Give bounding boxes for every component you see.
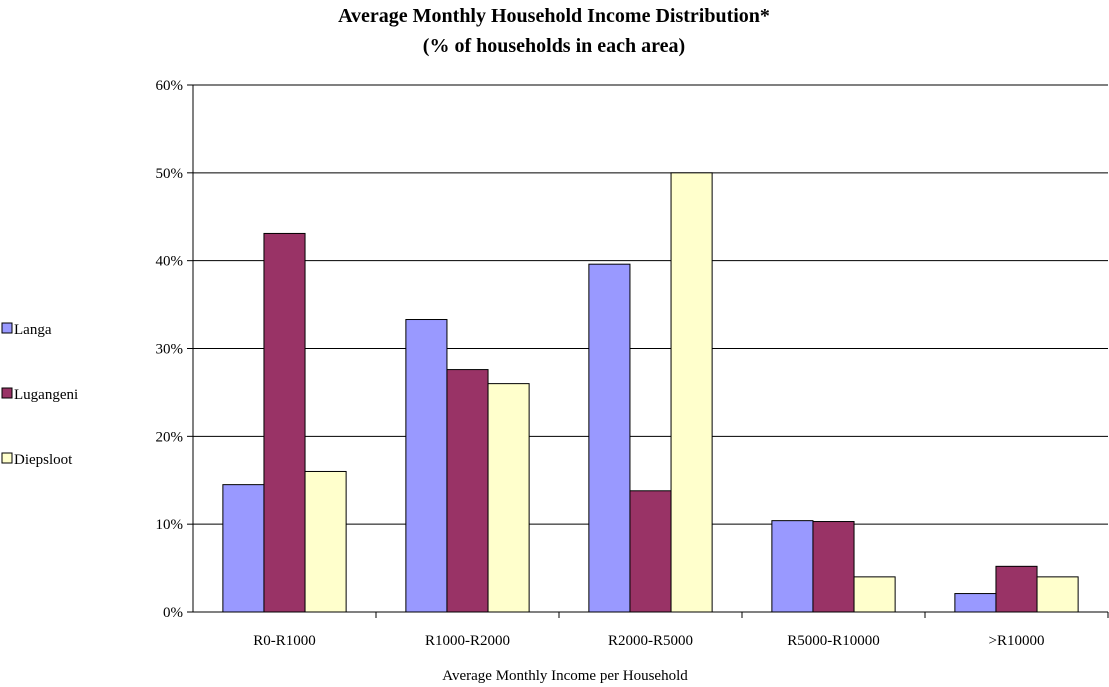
- legend-label-diepsloot: Diepsloot: [14, 452, 73, 468]
- chart-title: Average Monthly Household Income Distrib…: [338, 5, 770, 27]
- bar-lugangeni-1: [446, 369, 489, 613]
- legend: Langa Lugangeni Diepsloot: [1, 322, 78, 468]
- x-tick-label: R1000-R2000: [425, 633, 510, 649]
- x-axis-title: Average Monthly Income per Household: [442, 668, 688, 684]
- bar-langa-2: [588, 263, 631, 613]
- legend-swatch-langa: [1, 322, 13, 334]
- bar-diepsloot-1: [487, 383, 530, 613]
- bar-langa-1: [405, 319, 448, 613]
- bar-lugangeni-0: [263, 232, 306, 613]
- y-tick-labels: 0% 10% 20% 30% 40% 50% 60%: [156, 78, 184, 621]
- y-tick-label: 60%: [156, 78, 184, 94]
- x-tick-label: R5000-R10000: [787, 633, 880, 649]
- bars: [222, 172, 1079, 613]
- legend-label-langa: Langa: [14, 322, 52, 338]
- y-tick-label: 50%: [156, 166, 184, 182]
- legend-swatch-diepsloot: [1, 452, 13, 464]
- x-tick-label: R2000-R5000: [608, 633, 693, 649]
- y-tick-label: 0%: [163, 605, 183, 621]
- y-tick-label: 20%: [156, 429, 184, 445]
- x-tick-label: R0-R1000: [253, 633, 316, 649]
- bar-diepsloot-2: [670, 172, 713, 613]
- bar-langa-4: [954, 593, 997, 613]
- gridlines: [193, 84, 1108, 525]
- bar-lugangeni-4: [995, 565, 1038, 613]
- legend-label-lugangeni: Lugangeni: [14, 387, 78, 403]
- bar-langa-0: [222, 484, 265, 613]
- y-tick-label: 10%: [156, 517, 184, 533]
- bar-diepsloot-0: [304, 470, 347, 613]
- y-tick-label: 40%: [156, 254, 184, 270]
- bar-diepsloot-4: [1036, 576, 1079, 613]
- legend-swatch-lugangeni: [1, 387, 13, 399]
- chart-subtitle: (% of households in each area): [423, 35, 685, 57]
- bar-lugangeni-2: [629, 490, 672, 613]
- bar-langa-3: [771, 520, 814, 613]
- bar-lugangeni-3: [812, 521, 855, 613]
- axes: [187, 84, 1109, 618]
- x-tick-labels: R0-R1000 R1000-R2000 R2000-R5000 R5000-R100…: [253, 633, 1044, 649]
- y-tick-label: 30%: [156, 342, 184, 358]
- x-tick-label: >R10000: [989, 633, 1045, 649]
- bar-diepsloot-3: [853, 576, 896, 613]
